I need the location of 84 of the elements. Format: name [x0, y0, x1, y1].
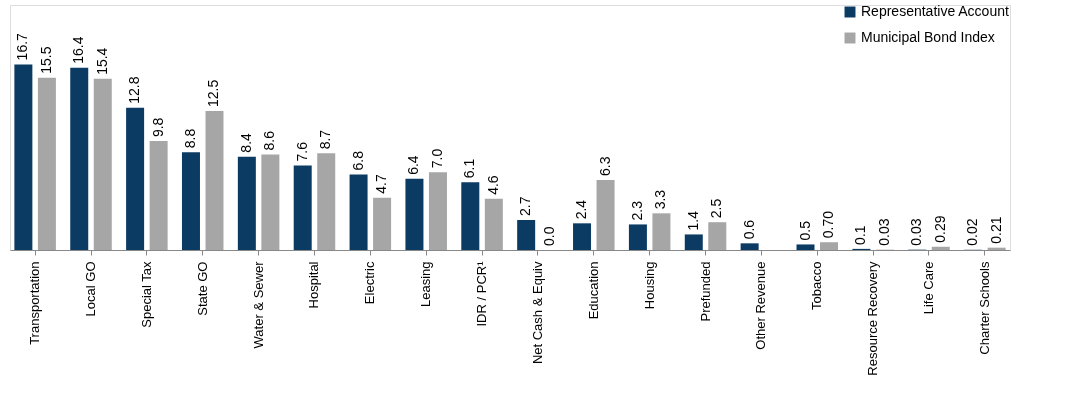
x-tick-label: Hospital: [306, 261, 322, 309]
x-tick-label: Water & Sewer: [250, 260, 266, 349]
x-tick-label: Net Cash & Equiv: [529, 261, 545, 365]
data-label: 2.5: [708, 198, 725, 219]
data-label: 0.29: [931, 215, 948, 243]
bar: [349, 174, 368, 250]
bar: [740, 243, 759, 250]
bar: [628, 224, 647, 250]
data-label: 8.4: [237, 132, 254, 153]
x-tick-label: Prefunded: [697, 261, 713, 322]
bar: [126, 107, 145, 250]
data-label: 9.8: [149, 117, 166, 138]
bar: [293, 165, 312, 250]
data-label: 7.0: [428, 148, 445, 169]
data-label: 7.6: [293, 141, 310, 162]
data-label: 12.5: [205, 79, 222, 108]
data-label: 8.7: [317, 129, 334, 150]
bar: [931, 246, 950, 250]
data-label: 6.4: [405, 155, 422, 175]
data-label: 6.1: [461, 158, 478, 179]
data-label: 16.4: [70, 36, 87, 64]
data-label: 2.4: [573, 199, 590, 220]
data-label: 3.3: [652, 189, 669, 210]
bar: [461, 182, 480, 250]
bar: [149, 141, 168, 250]
x-tick-label: Education: [585, 261, 601, 320]
data-label: 0.03: [875, 218, 892, 246]
bar: [573, 223, 592, 250]
data-label: 8.6: [261, 130, 278, 151]
x-tick-label: Other Revenue: [753, 261, 769, 350]
data-label: 15.5: [37, 46, 54, 74]
bar: [484, 198, 503, 250]
data-label: 0.5: [796, 220, 813, 241]
data-label: 0.02: [964, 218, 981, 246]
bar: [596, 179, 615, 250]
data-label: 0.70: [820, 210, 837, 239]
bar: [261, 154, 280, 250]
bar: [317, 153, 336, 250]
data-label: 16.7: [14, 32, 31, 61]
bar: [428, 172, 447, 250]
bar: [93, 78, 112, 250]
x-tick-label: Resource Recovery: [865, 261, 881, 376]
data-label: 0.21: [987, 216, 1004, 244]
x-tick-label: Transportation: [27, 261, 43, 345]
data-label: 6.3: [596, 156, 613, 176]
bar: [14, 64, 33, 250]
bar: [684, 234, 703, 250]
data-label: 0.03: [908, 218, 925, 246]
x-tick-label: Housing: [641, 261, 657, 310]
bar: [820, 242, 839, 250]
data-label: 15.4: [93, 47, 110, 75]
bar: [796, 244, 815, 250]
data-label: 8.8: [181, 128, 198, 149]
data-label: 0.6: [740, 219, 757, 240]
bar: [405, 178, 424, 250]
data-label: 4.6: [484, 175, 501, 195]
legend-label: Representative Account: [861, 3, 1009, 19]
legend-label: Municipal Bond Index: [861, 29, 995, 45]
bar: [205, 111, 224, 250]
data-label: 0.0: [540, 226, 557, 246]
bar: [373, 197, 392, 250]
x-tick-label: State GO: [194, 261, 210, 316]
x-tick-label: IDR / PCR¹: [474, 260, 490, 327]
data-label: 12.8: [126, 76, 143, 104]
data-label: 4.7: [373, 174, 390, 194]
bar: [70, 67, 89, 250]
x-tick-label: Leasing: [418, 261, 434, 308]
data-label: 0.1: [852, 225, 869, 245]
x-tick-label: Charter Schools: [976, 261, 992, 355]
data-label: 1.4: [684, 210, 701, 231]
bar: [708, 222, 727, 250]
bar: [237, 156, 256, 250]
data-label: 2.7: [517, 196, 534, 216]
x-tick-label: Special Tax: [138, 261, 154, 328]
data-label: 2.3: [628, 200, 645, 221]
bar: [37, 77, 56, 250]
x-tick-label: Local GO: [83, 261, 99, 317]
bar: [181, 152, 200, 250]
bar: [517, 219, 536, 250]
x-tick-label: Electric: [362, 261, 378, 305]
x-tick-label: Life Care: [920, 261, 936, 315]
data-label: 6.8: [349, 150, 366, 171]
bar: [652, 213, 671, 250]
x-tick-label: Tobacco: [809, 261, 825, 310]
